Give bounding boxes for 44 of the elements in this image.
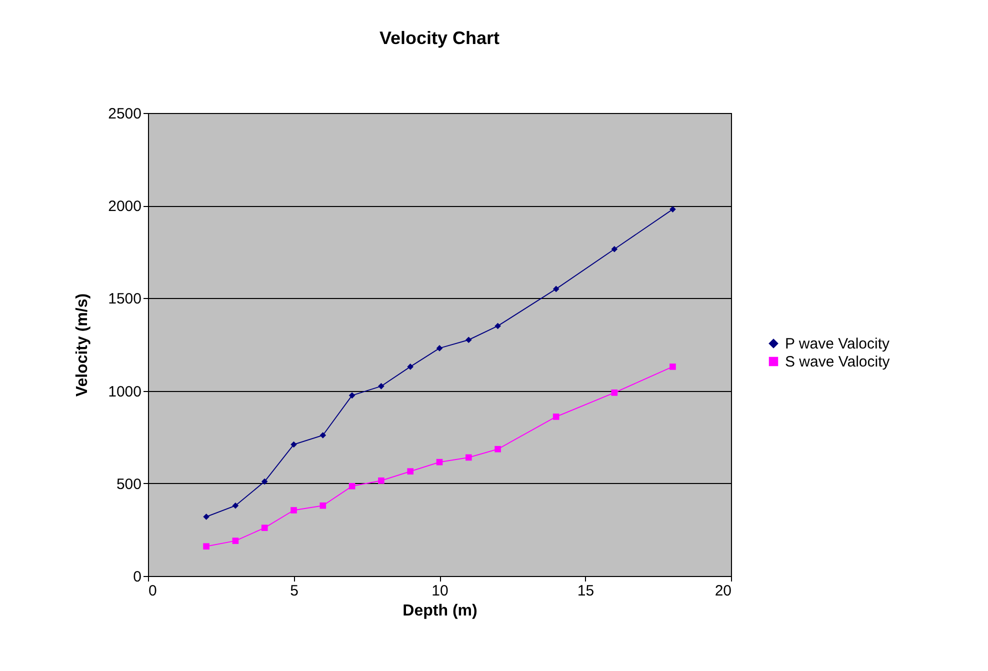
point: [436, 458, 443, 466]
point: [320, 432, 326, 438]
x-tick-label: 15: [577, 582, 594, 600]
y-axis-title: Velocity (m/s): [74, 293, 92, 397]
point: [232, 502, 239, 509]
x-axis-title: Depth (m): [402, 602, 478, 620]
y-tick-label: 2000: [108, 198, 142, 216]
point: [494, 446, 501, 452]
x-tick-label: 5: [290, 582, 298, 600]
legend-label: S wave Valocity: [785, 354, 890, 370]
point: [436, 345, 443, 352]
point: [261, 524, 268, 532]
point: [378, 383, 384, 390]
point: [378, 477, 384, 484]
point: [290, 507, 297, 514]
x-tick-label: 10: [432, 582, 448, 600]
point: [494, 322, 501, 330]
point: [407, 468, 414, 475]
point: [203, 543, 210, 550]
y-tick-label: 2500: [108, 106, 142, 122]
point: [348, 483, 356, 490]
point: [552, 414, 560, 420]
point: [203, 514, 210, 520]
legend-label: P wave Valocity: [785, 336, 890, 352]
y-tick-label: 0: [133, 568, 142, 586]
point: [348, 392, 356, 399]
chart-title: Velocity Chart: [379, 28, 500, 48]
y-tick-label: 500: [116, 476, 142, 493]
y-tick-label: 1500: [108, 290, 142, 308]
point: [670, 206, 676, 212]
point: [261, 478, 268, 485]
point: [552, 286, 560, 292]
x-tick-label: 0: [148, 582, 157, 600]
point: [232, 538, 239, 544]
point: [465, 454, 472, 461]
point: [320, 502, 326, 509]
point: [290, 441, 297, 448]
point: [407, 364, 414, 370]
point: [611, 246, 618, 252]
point: [611, 389, 618, 396]
x-tick-label: 20: [714, 582, 732, 600]
point: [465, 336, 472, 344]
point: [670, 364, 676, 370]
y-tick-label: 1000: [108, 383, 142, 400]
